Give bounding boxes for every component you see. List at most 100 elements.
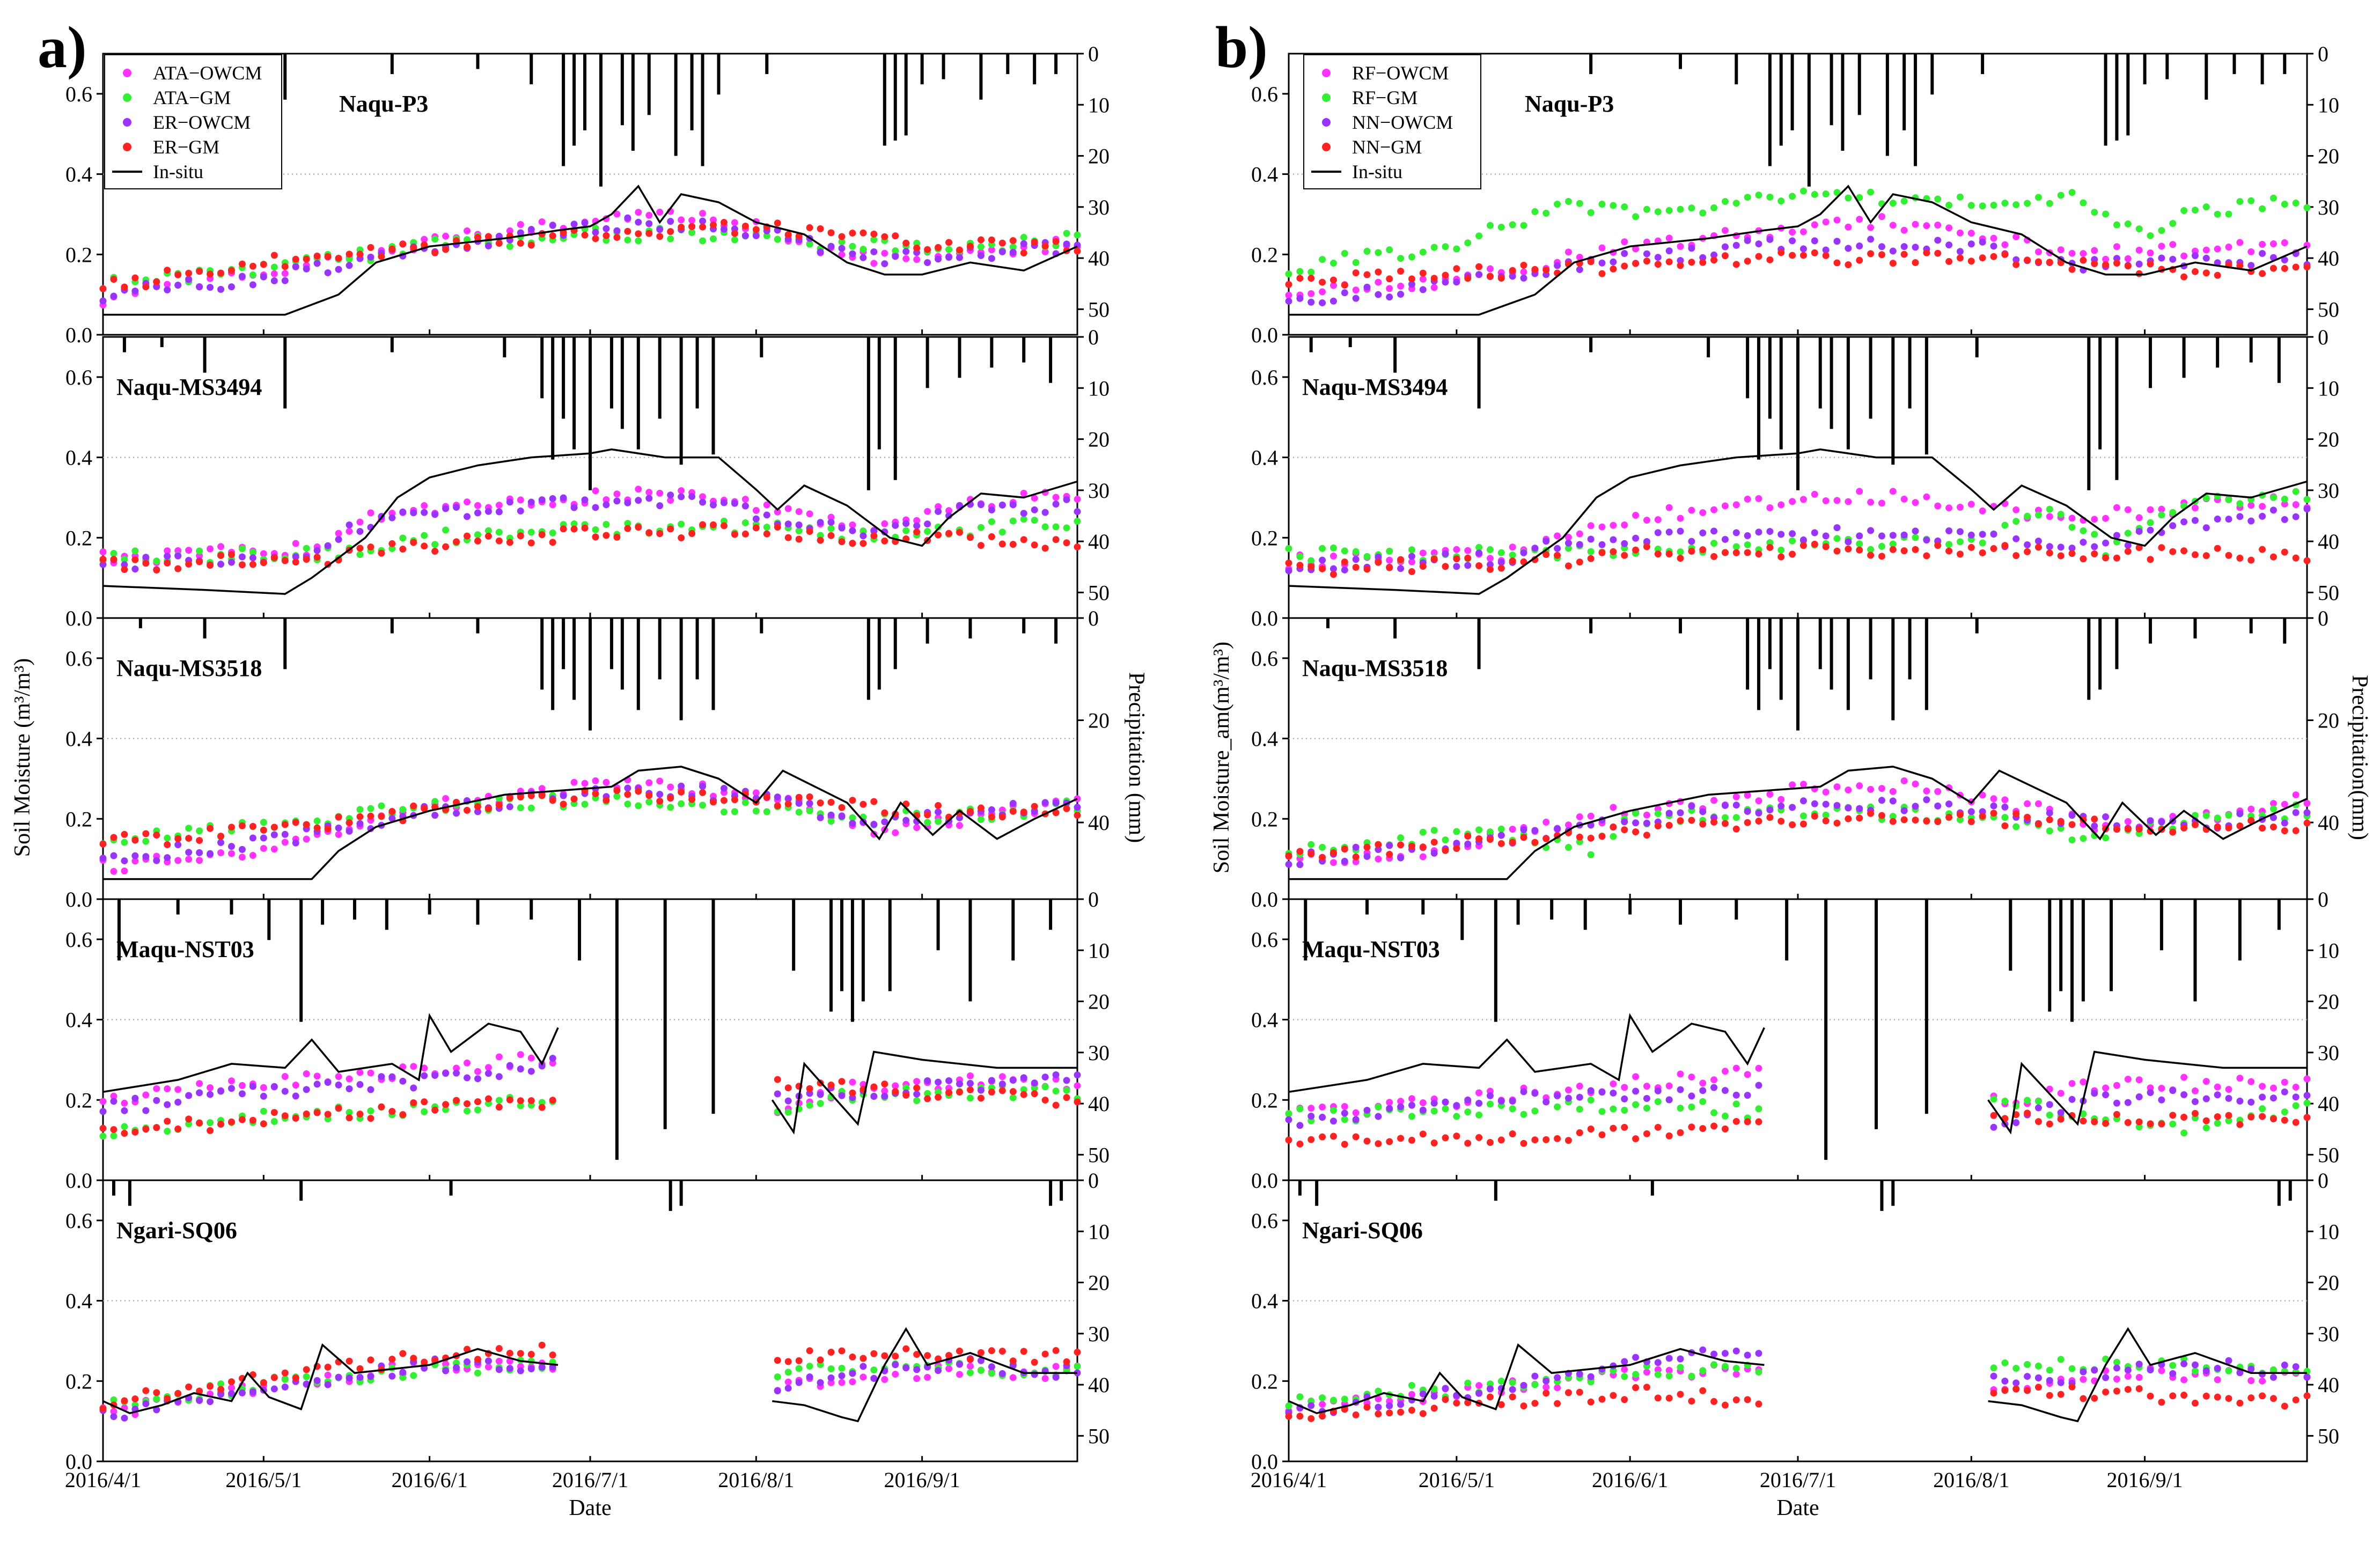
series-point bbox=[1889, 813, 1897, 820]
series-point bbox=[1576, 1129, 1583, 1136]
series-point bbox=[1352, 1109, 1360, 1116]
series-point bbox=[570, 795, 578, 803]
series-point bbox=[1755, 1082, 1762, 1089]
series-point bbox=[1598, 201, 1606, 208]
series-point bbox=[207, 270, 214, 278]
series-point bbox=[741, 222, 749, 230]
series-point bbox=[881, 809, 888, 817]
series-point bbox=[142, 1091, 150, 1099]
series-point bbox=[1375, 553, 1382, 561]
series-point bbox=[1799, 252, 1807, 259]
series-point bbox=[517, 804, 524, 812]
series-point bbox=[1464, 1096, 1472, 1104]
series-point bbox=[474, 233, 481, 241]
series-point bbox=[849, 820, 856, 827]
series-point bbox=[1710, 1361, 1718, 1369]
series-point bbox=[346, 1374, 353, 1382]
precip-bar bbox=[1908, 337, 1912, 409]
insitu-line bbox=[1987, 1050, 2307, 1135]
series-point bbox=[335, 536, 342, 543]
series-point bbox=[849, 814, 856, 821]
series-point bbox=[1453, 1113, 1460, 1120]
series-point bbox=[1386, 246, 1393, 254]
precip-bar bbox=[2143, 54, 2147, 85]
series-point bbox=[2068, 1365, 2076, 1372]
series-point bbox=[581, 524, 589, 532]
series-point bbox=[913, 239, 921, 247]
right-tick-label: 50 bbox=[1088, 1143, 1110, 1167]
series-point bbox=[1789, 537, 1796, 545]
precip-bar bbox=[2149, 618, 2152, 644]
precip-bar bbox=[2182, 337, 2186, 378]
series-point bbox=[1934, 802, 1942, 810]
series-point bbox=[2292, 1102, 2300, 1109]
precip-bar bbox=[1550, 899, 1554, 920]
precip-bar bbox=[1779, 618, 1783, 700]
series-point bbox=[164, 553, 171, 560]
series-point bbox=[174, 282, 182, 289]
series-point bbox=[1419, 843, 1427, 851]
series-point bbox=[1475, 1089, 1483, 1097]
right-tick-label: 30 bbox=[2318, 195, 2339, 219]
series-point bbox=[2214, 1120, 2221, 1127]
series-point bbox=[121, 561, 128, 569]
series-point bbox=[2269, 1395, 2277, 1402]
series-point bbox=[935, 503, 942, 510]
series-point bbox=[131, 565, 139, 573]
series-point bbox=[1285, 1116, 1292, 1123]
series-point bbox=[2214, 245, 2221, 253]
series-point bbox=[1744, 1071, 1751, 1078]
series-point bbox=[678, 534, 685, 542]
series-point bbox=[1610, 536, 1617, 543]
series-point bbox=[1598, 1395, 1606, 1403]
series-point bbox=[324, 542, 332, 549]
series-point bbox=[217, 849, 225, 856]
series-point bbox=[1677, 527, 1684, 535]
series-point bbox=[1777, 796, 1785, 803]
series-point bbox=[227, 267, 235, 274]
series-point bbox=[1020, 1074, 1027, 1082]
series-point bbox=[495, 508, 503, 516]
series-point bbox=[2214, 1083, 2221, 1091]
series-point bbox=[2281, 1108, 2288, 1116]
series-point bbox=[902, 239, 910, 247]
precip-bar bbox=[589, 337, 592, 490]
series-point bbox=[1497, 1136, 1505, 1144]
series-point bbox=[2001, 1377, 2009, 1385]
series-point bbox=[1453, 1102, 1460, 1109]
series-point bbox=[1520, 1402, 1527, 1410]
legend-label: NN−GM bbox=[1352, 136, 1422, 158]
precip-bar bbox=[636, 618, 640, 710]
series-point bbox=[2057, 511, 2065, 518]
series-point bbox=[99, 548, 107, 556]
series-point bbox=[1296, 553, 1304, 560]
precip-bar bbox=[390, 618, 394, 634]
series-point bbox=[1699, 254, 1707, 261]
series-point bbox=[1811, 249, 1818, 256]
series-point bbox=[1576, 266, 1583, 273]
series-point bbox=[817, 1100, 824, 1107]
series-point bbox=[2113, 532, 2120, 539]
series-point bbox=[1822, 532, 1830, 540]
series-point bbox=[2247, 805, 2255, 813]
series-point bbox=[892, 247, 899, 255]
series-point bbox=[1732, 1364, 1740, 1372]
series-point bbox=[1329, 260, 1337, 267]
series-point bbox=[1878, 797, 1885, 804]
series-point bbox=[977, 542, 985, 549]
series-point bbox=[2281, 548, 2288, 556]
right-tick-label: 0 bbox=[1088, 887, 1099, 911]
series-point bbox=[699, 210, 707, 217]
series-point bbox=[1979, 791, 1986, 799]
series-point bbox=[720, 522, 728, 530]
series-point bbox=[110, 1126, 117, 1133]
series-point bbox=[838, 1078, 846, 1085]
precipitation-axis-title: Precipitation (mm) bbox=[1124, 672, 1149, 843]
series-point bbox=[688, 217, 696, 224]
right-tick-label: 40 bbox=[2318, 1092, 2339, 1116]
series-point bbox=[431, 511, 439, 518]
series-point bbox=[1688, 1372, 1695, 1380]
series-point bbox=[1430, 827, 1438, 834]
precip-bar bbox=[1880, 1180, 1884, 1211]
series-point bbox=[720, 797, 728, 804]
